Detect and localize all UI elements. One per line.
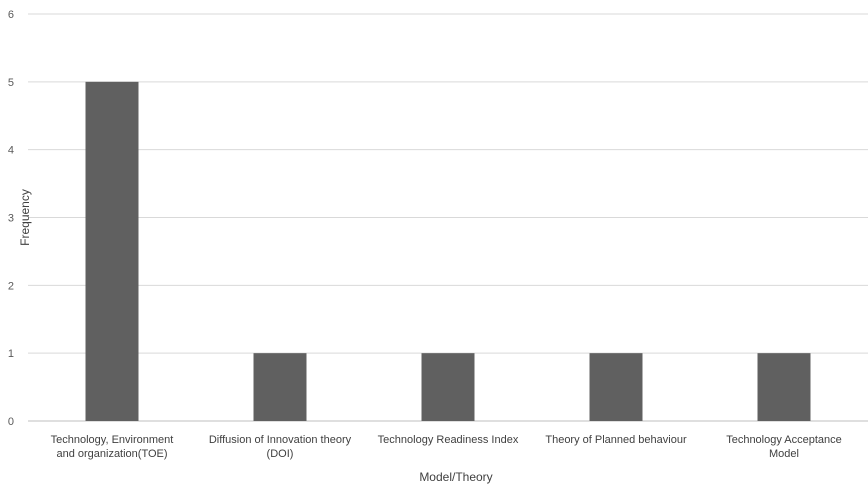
y-tick-label: 2 (8, 280, 14, 292)
y-tick-labels: 0 1 2 3 4 5 6 (8, 9, 14, 428)
x-tick-label: Technology Readiness Index (378, 434, 519, 446)
y-tick-label: 3 (8, 213, 14, 225)
y-tick-label: 0 (8, 416, 14, 428)
x-axis-title: Model/Theory (419, 470, 492, 484)
y-axis-title: Frequency (18, 189, 32, 246)
x-tick-label: Technology, Environment and organization(… (51, 434, 174, 460)
x-category-labels: Technology, Environment and organization(… (51, 434, 842, 460)
gridlines (28, 13, 868, 422)
y-tick-label: 5 (8, 77, 14, 89)
bar (253, 353, 307, 421)
x-tick-label: Diffusion of Innovation theory (DOI) (209, 434, 352, 460)
x-tick-label: Technology Acceptance Model (726, 434, 842, 460)
bar (421, 353, 475, 421)
y-tick-label: 4 (8, 145, 14, 157)
bar (589, 353, 643, 421)
y-tick-label: 1 (8, 348, 14, 360)
bars (85, 81, 811, 421)
x-tick-label: Theory of Planned behaviour (545, 434, 687, 446)
y-tick-label: 6 (8, 9, 14, 21)
bar (85, 81, 139, 421)
bar (757, 353, 811, 421)
